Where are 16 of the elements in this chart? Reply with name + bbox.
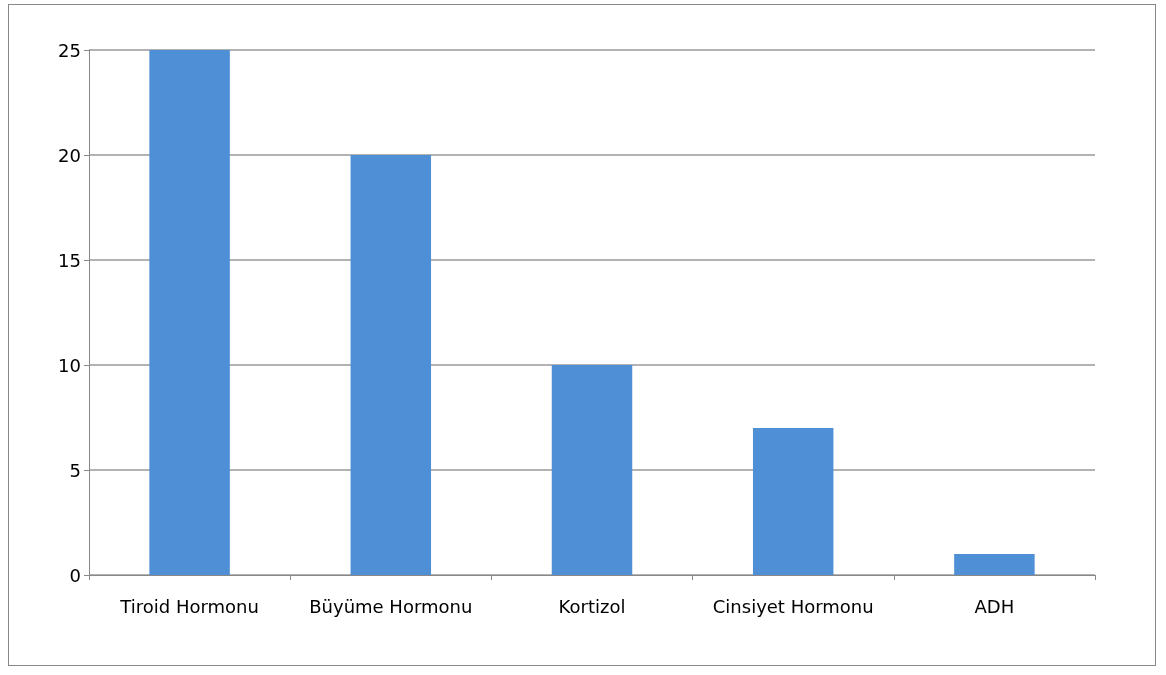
x-tick-label: ADH <box>974 595 1015 617</box>
bar <box>149 50 230 575</box>
bar <box>752 428 834 575</box>
bar <box>350 155 432 575</box>
bar <box>954 554 1035 575</box>
x-tick-label: Büyüme Hormonu <box>309 595 473 617</box>
x-tick-label: Cinsiyet Hormonu <box>712 595 874 617</box>
y-tick-label: 15 <box>58 249 81 271</box>
x-tick-label: Tiroid Hormonu <box>119 595 259 617</box>
y-tick-label: 0 <box>69 564 81 586</box>
x-tick-label: Kortizol <box>558 595 626 617</box>
y-tick-label: 25 <box>58 39 81 61</box>
y-tick-label: 5 <box>69 459 81 481</box>
bar <box>551 365 633 575</box>
y-tick-label: 20 <box>58 144 81 166</box>
y-tick-label: 10 <box>58 354 81 376</box>
